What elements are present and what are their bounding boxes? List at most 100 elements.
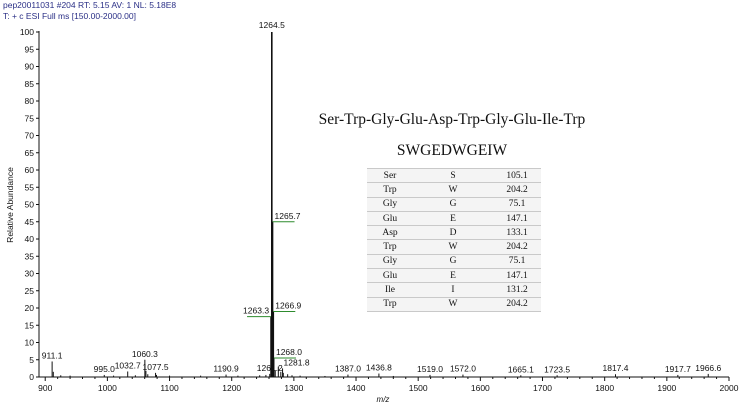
- peak-label: 1263.3: [243, 306, 269, 316]
- y-tick-label: 55: [25, 182, 35, 192]
- peak-label: 1261.2: [257, 363, 283, 373]
- x-tick-label: 1500: [409, 383, 428, 393]
- y-tick-label: 95: [25, 44, 35, 54]
- y-tick-label: 50: [25, 200, 35, 210]
- residue-name-cell: Gly: [367, 196, 413, 212]
- peak-label: 1387.0: [335, 364, 361, 374]
- peak-label: 1665.1: [508, 364, 534, 374]
- y-tick-label: 65: [25, 148, 35, 158]
- y-tick-label: 45: [25, 217, 35, 227]
- peak-label: 1519.0: [417, 364, 443, 374]
- residue-mass-cell: 204.2: [493, 296, 541, 312]
- residue-mass-cell: 147.1: [493, 268, 541, 284]
- peak-label: 1436.8: [366, 363, 392, 373]
- residue-row: Trp W 204.2: [367, 296, 541, 312]
- y-tick-label: 5: [29, 355, 34, 365]
- y-tick-label: 90: [25, 62, 35, 72]
- y-tick-label: 30: [25, 269, 35, 279]
- x-tick-label: 1700: [533, 383, 552, 393]
- residue-name-cell: Trp: [367, 182, 413, 198]
- residue-row: Ile I 131.2: [367, 282, 541, 298]
- y-tick-label: 35: [25, 251, 35, 261]
- residue-row: Trp W 204.2: [367, 182, 541, 198]
- residue-row: Trp W 204.2: [367, 239, 541, 255]
- residue-code-cell: E: [413, 210, 493, 227]
- peak-label: 995.0: [94, 364, 116, 374]
- peak-label: 1265.7: [275, 211, 301, 221]
- residue-mass-cell: 204.2: [493, 182, 541, 198]
- residue-code-cell: W: [413, 296, 493, 312]
- y-axis-label: Relative Abundance: [5, 167, 15, 243]
- y-tick-label: 10: [25, 338, 35, 348]
- residue-code-cell: W: [413, 239, 493, 255]
- residue-mass-cell: 133.1: [493, 225, 541, 241]
- residue-code-cell: D: [413, 225, 493, 241]
- residue-mass-cell: 105.1: [493, 167, 541, 184]
- residue-row: Asp D 133.1: [367, 225, 541, 241]
- scan-filter: T: + c ESI Full ms [150.00-2000.00]: [3, 11, 136, 21]
- residue-code-cell: W: [413, 182, 493, 198]
- y-tick-label: 40: [25, 234, 35, 244]
- peak-label: 1281.8: [284, 357, 310, 367]
- residue-code-cell: S: [413, 167, 493, 184]
- x-tick-label: 1800: [595, 383, 614, 393]
- x-tick-label: 2000: [720, 383, 739, 393]
- residue-name-cell: Ile: [367, 282, 413, 298]
- x-tick-label: 1300: [284, 383, 303, 393]
- x-tick-label: 1200: [222, 383, 241, 393]
- y-tick-label: 25: [25, 286, 35, 296]
- residue-table: Ser S 105.1 Trp W 204.2 Gly G 75.1 Glu E 147.1 Asp D 1…: [367, 167, 541, 312]
- residue-code-cell: G: [413, 253, 493, 270]
- x-tick-label: 1100: [160, 383, 179, 393]
- peak-label: 1917.7: [665, 364, 691, 374]
- residue-code-cell: I: [413, 282, 493, 298]
- residue-row: Glu E 147.1: [367, 210, 541, 227]
- x-tick-label: 1900: [657, 383, 676, 393]
- x-tick-label: 1600: [471, 383, 490, 393]
- residue-row: Ser S 105.1: [367, 167, 541, 184]
- residue-name-cell: Glu: [367, 210, 413, 227]
- y-tick-label: 15: [25, 320, 35, 330]
- y-tick-label: 60: [25, 165, 35, 175]
- x-axis-label: m/z: [377, 395, 390, 404]
- residue-row: Glu E 147.1: [367, 268, 541, 284]
- y-tick-label: 80: [25, 96, 35, 106]
- residue-code-cell: G: [413, 196, 493, 212]
- y-tick-label: 75: [25, 113, 35, 123]
- y-tick-label: 20: [25, 303, 35, 313]
- peak-label: 1268.0: [276, 347, 302, 357]
- peak-label: 1723.5: [544, 364, 570, 374]
- peak-label: 1966.6: [695, 363, 721, 373]
- residue-mass-cell: 204.2: [493, 239, 541, 255]
- y-tick-label: 100: [20, 27, 34, 37]
- peak-label: 1264.5: [259, 20, 285, 30]
- residue-name-cell: Trp: [367, 239, 413, 255]
- x-tick-label: 1400: [347, 383, 366, 393]
- peak-label: 1817.4: [602, 363, 628, 373]
- y-tick-label: 0: [29, 372, 34, 382]
- residue-name-cell: Gly: [367, 253, 413, 270]
- peak-label: 1077.5: [143, 362, 169, 372]
- residue-mass-cell: 147.1: [493, 210, 541, 227]
- x-tick-label: 900: [38, 383, 52, 393]
- peptide-code: SWGEDWGEIW: [396, 142, 508, 159]
- x-tick-label: 1000: [98, 383, 117, 393]
- residue-row: Gly G 75.1: [367, 196, 541, 212]
- residue-row: Gly G 75.1: [367, 253, 541, 270]
- y-tick-label: 85: [25, 79, 35, 89]
- peptide-sequence-title: Ser-Trp-Gly-Glu-Asp-Trp-Gly-Glu-Ile-Trp: [318, 111, 586, 128]
- peak-label: 911.1: [42, 350, 63, 360]
- residue-name-cell: Asp: [367, 225, 413, 241]
- residue-mass-cell: 75.1: [493, 196, 541, 212]
- scan-header: pep20011031 #204 RT: 5.15 AV: 1 NL: 5.18…: [3, 0, 177, 10]
- y-tick-label: 70: [25, 131, 35, 141]
- residue-name-cell: Trp: [367, 296, 413, 312]
- residue-mass-cell: 75.1: [493, 253, 541, 270]
- peak-label: 1190.9: [213, 364, 239, 374]
- residue-name-cell: Ser: [367, 167, 413, 184]
- peak-label: 1032.7: [115, 360, 141, 370]
- peak-label: 1266.9: [275, 300, 301, 310]
- residue-name-cell: Glu: [367, 268, 413, 284]
- peak-label: 1060.3: [132, 349, 158, 359]
